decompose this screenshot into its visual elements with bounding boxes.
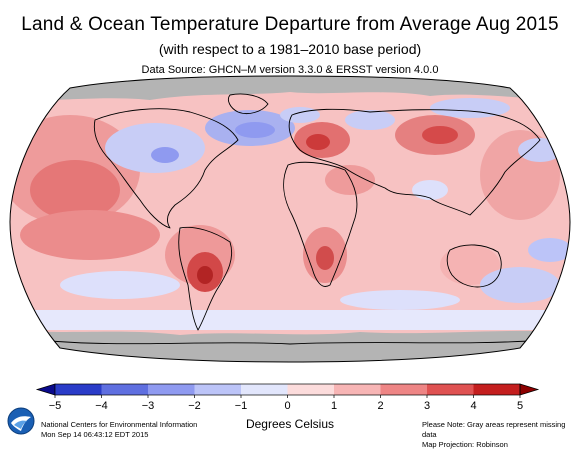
world-anomaly-map: [9, 75, 571, 363]
region-hudson-cold: [151, 147, 179, 163]
colorbar-tick-label: −5: [49, 400, 62, 412]
colorbar-cell: [473, 384, 521, 395]
colorbar-cell: [380, 384, 428, 395]
region-south-pacific-cool: [60, 271, 180, 299]
region-indian-ocean-cool: [340, 290, 460, 310]
region-north-atlantic-cold: [235, 122, 275, 138]
globe-border: [9, 75, 571, 363]
colorbar-tick-label: −4: [95, 400, 108, 412]
colorbar-cell: [334, 384, 381, 395]
eurasia-outline: [288, 108, 541, 216]
region-tropical-pacific-warm: [20, 210, 160, 260]
colorbar-cells: [35, 383, 540, 396]
greenland-outline: [227, 93, 269, 115]
region-south-asia-cool: [412, 180, 448, 200]
colorbar-cell: [55, 384, 102, 395]
colorbar-tick-label: 0: [284, 400, 290, 412]
region-north-pacific-hot: [30, 160, 120, 220]
colorbar-ticks: −5 −4 −3 −2 −1 0 1 2 3 4 5: [49, 395, 523, 412]
footer-missing-note: Please Note: Gray areas represent missin…: [422, 420, 566, 439]
region-antarctic-missing: [10, 330, 570, 362]
footer-org: National Centers for Environmental Infor…: [41, 420, 198, 429]
australia-outline: [446, 244, 502, 288]
footer-org-block: National Centers for Environmental Infor…: [41, 420, 197, 440]
region-middle-east-warm: [325, 165, 375, 195]
noaa-logo: [7, 407, 35, 435]
colorbar-tick-label: 5: [517, 400, 523, 412]
region-southern-africa-hot: [316, 246, 334, 270]
region-south-america-hottest: [197, 266, 213, 284]
anomaly-field: [10, 76, 570, 362]
coastlines: [39, 93, 546, 345]
region-europe-hot: [306, 134, 330, 150]
south-america-outline: [178, 226, 233, 331]
region-scandinavia-cool: [280, 107, 320, 123]
colorbar-cell: [101, 384, 149, 395]
colorbar-tick-label: 4: [470, 400, 476, 412]
colorbar-cell: [148, 384, 195, 395]
colorbar-tick-label: −2: [188, 400, 201, 412]
colorbar-high-extension: [519, 383, 540, 396]
colorbar-cell: [427, 384, 474, 395]
region-bering-cool: [518, 138, 562, 162]
region-east-asia-hot: [422, 126, 458, 144]
units-label: Degrees Celsius: [245, 417, 335, 431]
colorbar-tick-label: 3: [424, 400, 430, 412]
colorbar-tick-label: 2: [377, 400, 383, 412]
map-title: Land & Ocean Temperature Departure from …: [21, 14, 559, 35]
colorbar: −5 −4 −3 −2 −1 0 1 2 3 4 5: [35, 383, 540, 412]
region-southwest-pacific-cool: [480, 267, 560, 303]
region-barents-cool: [345, 110, 395, 130]
region-north-america-cool: [105, 123, 205, 173]
colorbar-cell: [194, 384, 242, 395]
colorbar-cell: [241, 384, 288, 395]
colorbar-cell: [287, 384, 335, 395]
region-tasman-cool: [528, 238, 570, 262]
colorbar-tick-label: 1: [331, 400, 337, 412]
north-america-outline: [93, 108, 239, 229]
colorbar-tick-label: −3: [142, 400, 155, 412]
map-subtitle: (with respect to a 1981–2010 base period…: [158, 41, 422, 57]
africa-outline: [283, 161, 358, 287]
region-siberia-cool: [430, 98, 510, 118]
footer-timestamp: Mon Sep 14 06:43:12 EDT 2015: [41, 430, 149, 439]
region-southern-ocean-band: [10, 310, 570, 330]
colorbar-low-extension: [35, 383, 56, 396]
footer-projection: Map Projection: Robinson: [422, 440, 508, 449]
region-australia-warm: [440, 245, 500, 285]
footer-notes: Please Note: Gray areas represent missin…: [422, 420, 572, 450]
colorbar-tick-label: −1: [235, 400, 248, 412]
antarctica-outline: [39, 339, 546, 345]
data-source-line: Data Source: GHCN–M version 3.3.0 & ERSS…: [141, 64, 439, 76]
